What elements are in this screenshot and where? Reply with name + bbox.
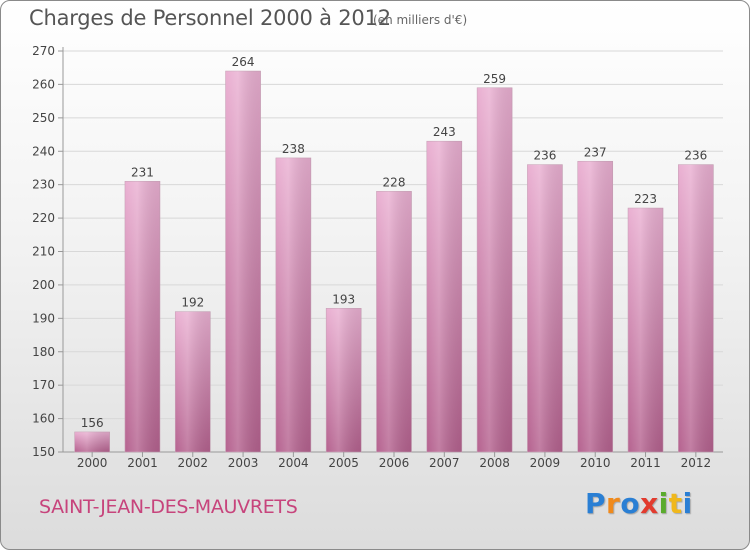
bar-sheen bbox=[628, 208, 664, 452]
x-tick-label: 2006 bbox=[379, 456, 410, 470]
bar-sheen bbox=[225, 71, 261, 453]
x-tick-label: 2007 bbox=[429, 456, 460, 470]
x-tick-label: 2003 bbox=[228, 456, 259, 470]
x-tick-label: 2008 bbox=[479, 456, 510, 470]
bar-sheen bbox=[477, 87, 513, 452]
chart-title: Charges de Personnel 2000 à 2012 bbox=[29, 6, 391, 30]
bar-sheen bbox=[527, 164, 563, 452]
logo-letter: P bbox=[585, 487, 607, 520]
bar-sheen bbox=[326, 308, 362, 452]
data-label: 223 bbox=[634, 192, 657, 206]
data-label: 238 bbox=[282, 142, 305, 156]
data-label: 237 bbox=[584, 145, 607, 159]
logo-letter: r bbox=[606, 487, 621, 520]
data-label: 156 bbox=[81, 416, 104, 430]
y-tick-label: 190 bbox=[32, 311, 55, 325]
x-tick-label: 2011 bbox=[630, 456, 661, 470]
bar-sheen bbox=[124, 181, 160, 452]
y-tick-label: 170 bbox=[32, 378, 55, 392]
x-tick-label: 2000 bbox=[77, 456, 108, 470]
chart-subtitle: (en milliers d'€) bbox=[373, 13, 468, 27]
x-tick-label: 2009 bbox=[530, 456, 561, 470]
bar-sheen bbox=[74, 431, 110, 452]
y-tick-label: 270 bbox=[32, 44, 55, 58]
y-tick-label: 240 bbox=[32, 144, 55, 158]
y-tick-label: 200 bbox=[32, 278, 55, 292]
y-tick-label: 150 bbox=[32, 445, 55, 459]
x-tick-label: 2010 bbox=[580, 456, 611, 470]
proxiti-logo: Proxiti bbox=[585, 487, 693, 520]
logo-letter: i bbox=[682, 487, 693, 520]
data-label: 193 bbox=[332, 292, 355, 306]
y-tick-label: 260 bbox=[32, 77, 55, 91]
logo-letter: t bbox=[668, 487, 683, 520]
x-tick-label: 2012 bbox=[681, 456, 712, 470]
bar-sheen bbox=[678, 164, 714, 452]
y-tick-label: 160 bbox=[32, 412, 55, 426]
x-tick-label: 2004 bbox=[278, 456, 309, 470]
y-tick-label: 230 bbox=[32, 178, 55, 192]
x-tick-label: 2005 bbox=[328, 456, 359, 470]
y-tick-label: 250 bbox=[32, 111, 55, 125]
bar-sheen bbox=[376, 191, 412, 452]
logo-letter: o bbox=[620, 487, 641, 520]
data-label: 259 bbox=[483, 72, 506, 86]
data-label: 243 bbox=[433, 125, 456, 139]
commune-name: SAINT-JEAN-DES-MAUVRETS bbox=[39, 496, 298, 518]
data-label: 236 bbox=[684, 149, 707, 163]
data-label: 264 bbox=[232, 55, 255, 69]
logo-letter: i bbox=[658, 487, 669, 520]
bar-sheen bbox=[577, 161, 613, 452]
data-label: 192 bbox=[181, 296, 204, 310]
bar-sheen bbox=[175, 311, 211, 452]
data-label: 231 bbox=[131, 165, 154, 179]
logo-letter: x bbox=[640, 487, 659, 520]
bar-sheen bbox=[275, 157, 311, 452]
x-tick-label: 2001 bbox=[127, 456, 158, 470]
y-tick-label: 180 bbox=[32, 345, 55, 359]
y-tick-label: 220 bbox=[32, 211, 55, 225]
data-label: 228 bbox=[383, 175, 406, 189]
data-label: 236 bbox=[533, 149, 556, 163]
bar-sheen bbox=[426, 141, 462, 452]
x-tick-label: 2002 bbox=[177, 456, 208, 470]
y-tick-label: 210 bbox=[32, 245, 55, 259]
